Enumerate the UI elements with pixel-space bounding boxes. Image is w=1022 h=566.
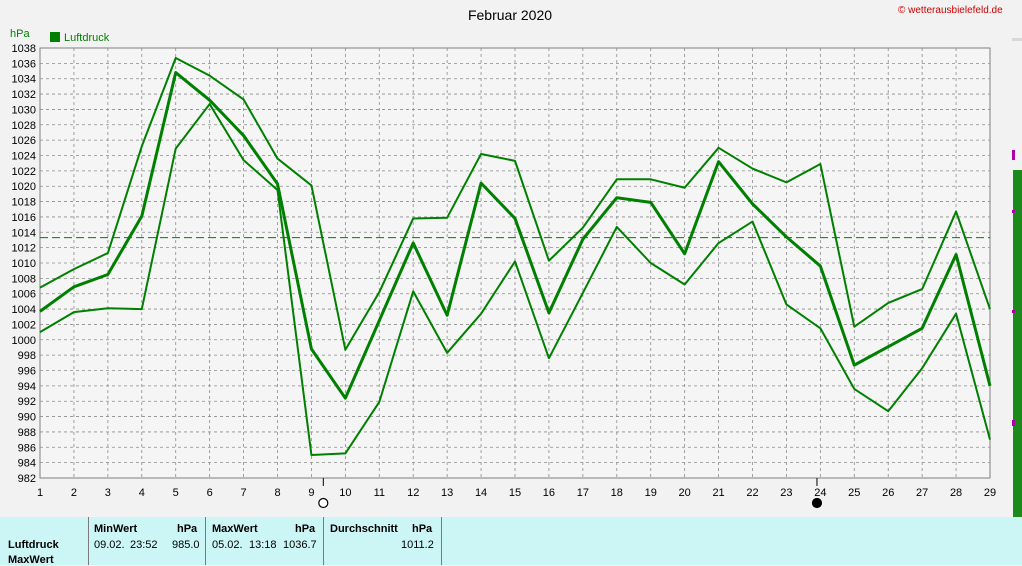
y-tick-label: 996	[18, 366, 36, 378]
y-tick-label: 1026	[12, 135, 36, 147]
avg-value: 1011.2	[401, 539, 434, 551]
avg-header: Durchschnitt	[330, 523, 398, 535]
x-tick-label: 20	[679, 487, 691, 499]
y-tick-label: 1020	[12, 181, 36, 193]
moon-phase-markers	[318, 478, 823, 509]
max-date: 05.02.	[212, 539, 243, 551]
x-tick-label: 26	[882, 487, 894, 499]
statistics-panel: Luftdruck MaxWert MinWert hPa 09.02. 23:…	[0, 517, 1022, 566]
credit-link[interactable]: © wetterausbielefeld.de	[898, 5, 1003, 16]
column-divider	[88, 517, 89, 565]
x-tick-label: 29	[984, 487, 996, 499]
overlapping-window-edge	[1012, 0, 1022, 517]
y-tick-label: 1002	[12, 319, 36, 331]
x-tick-label: 17	[577, 487, 589, 499]
avg-unit: hPa	[412, 523, 433, 535]
x-tick-label: 13	[441, 487, 453, 499]
row-label-max: MaxWert	[8, 554, 54, 566]
x-tick-label: 21	[712, 487, 724, 499]
y-tick-label: 1028	[12, 120, 36, 132]
y-tick-label: 1024	[12, 151, 36, 163]
legend-swatch	[50, 32, 60, 42]
y-tick-label: 1004	[12, 304, 36, 316]
column-divider	[323, 517, 324, 565]
y-tick-label: 1030	[12, 104, 36, 116]
y-tick-label: 984	[18, 458, 36, 470]
x-tick-label: 24	[814, 487, 826, 499]
x-tick-label: 7	[241, 487, 247, 499]
max-value: 1036.7	[283, 539, 317, 551]
y-tick-label: 998	[18, 350, 36, 362]
min-date: 09.02.	[94, 539, 125, 551]
pressure-chart: 9829849869889909929949969981000100210041…	[10, 7, 997, 509]
new-moon-icon	[811, 497, 823, 509]
row-label-pressure: Luftdruck	[8, 539, 59, 551]
y-tick-label: 1034	[12, 74, 36, 86]
x-tick-label: 3	[105, 487, 111, 499]
min-header: MinWert	[94, 523, 138, 535]
y-tick-label: 1036	[12, 58, 36, 70]
x-tick-label: 28	[950, 487, 962, 499]
y-tick-label: 994	[18, 381, 36, 393]
x-tick-label: 5	[173, 487, 179, 499]
x-tick-label: 9	[308, 487, 314, 499]
axis-ticks: 9829849869889909929949969981000100210041…	[12, 43, 997, 499]
y-tick-label: 1008	[12, 273, 36, 285]
x-tick-label: 2	[71, 487, 77, 499]
max-unit: hPa	[295, 523, 316, 535]
column-divider	[205, 517, 206, 565]
y-tick-label: 988	[18, 427, 36, 439]
x-tick-label: 22	[746, 487, 758, 499]
x-tick-label: 27	[916, 487, 928, 499]
x-tick-label: 1	[37, 487, 43, 499]
y-tick-label: 992	[18, 396, 36, 408]
x-tick-label: 19	[645, 487, 657, 499]
x-tick-label: 10	[339, 487, 351, 499]
x-tick-label: 15	[509, 487, 521, 499]
x-tick-label: 18	[611, 487, 623, 499]
y-axis-unit-label: hPa	[10, 28, 30, 40]
legend-label: Luftdruck	[64, 32, 110, 44]
y-tick-label: 1010	[12, 258, 36, 270]
series-group	[39, 56, 992, 456]
x-tick-label: 23	[780, 487, 792, 499]
y-tick-label: 986	[18, 442, 36, 454]
y-tick-label: 1006	[12, 289, 36, 301]
y-tick-label: 1012	[12, 243, 36, 255]
x-tick-label: 16	[543, 487, 555, 499]
min-time: 23:52	[130, 539, 158, 551]
chart-title: Februar 2020	[468, 7, 552, 23]
min-unit: hPa	[177, 523, 198, 535]
y-tick-label: 1014	[12, 227, 36, 239]
series-line-mean	[39, 71, 992, 400]
x-tick-label: 8	[274, 487, 280, 499]
x-tick-label: 12	[407, 487, 419, 499]
min-value: 985.0	[172, 539, 200, 551]
y-tick-label: 1032	[12, 89, 36, 101]
series-line-min	[39, 103, 991, 456]
y-tick-label: 1000	[12, 335, 36, 347]
y-tick-label: 1016	[12, 212, 36, 224]
y-tick-label: 1022	[12, 166, 36, 178]
x-tick-label: 4	[139, 487, 145, 499]
y-tick-label: 982	[18, 473, 36, 485]
full-moon-icon	[318, 497, 329, 509]
x-tick-label: 11	[374, 487, 385, 499]
y-tick-label: 1038	[12, 43, 36, 55]
x-tick-label: 6	[207, 487, 213, 499]
max-header: MaxWert	[212, 523, 258, 535]
column-divider	[441, 517, 442, 565]
y-tick-label: 990	[18, 412, 36, 424]
x-tick-label: 14	[475, 487, 487, 499]
max-time: 13:18	[249, 539, 277, 551]
series-line-max	[39, 56, 991, 351]
y-tick-label: 1018	[12, 197, 36, 209]
x-tick-label: 25	[848, 487, 860, 499]
